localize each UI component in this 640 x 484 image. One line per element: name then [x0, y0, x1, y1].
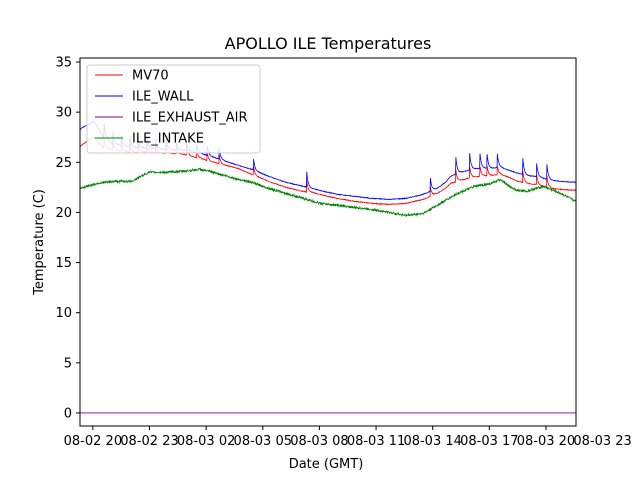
- x-tick-label: 08-03 14: [403, 434, 461, 449]
- legend-label-ile-intake: ILE_INTAKE: [132, 132, 204, 147]
- x-tick-label: 08-03 17: [460, 434, 518, 449]
- x-tick-label: 08-03 05: [234, 434, 292, 449]
- legend-label-mv70: MV70: [132, 69, 169, 84]
- x-tick-label: 08-03 20: [517, 434, 575, 449]
- x-tick-label: 08-03 23: [573, 434, 631, 449]
- y-tick-label: 5: [64, 356, 72, 371]
- y-tick-label: 10: [55, 306, 72, 321]
- legend: MV70 ILE_WALL ILE_EXHAUST_AIR ILE_INTAKE: [86, 64, 261, 154]
- y-axis-label: Temperature (C): [32, 189, 47, 296]
- legend-label-ile-exhaust-air: ILE_EXHAUST_AIR: [132, 111, 248, 126]
- series-line-ile-intake: [80, 167, 576, 217]
- x-tick-label: 08-02 20: [64, 434, 122, 449]
- legend-box: [86, 64, 261, 154]
- x-tick-label: 08-03 11: [347, 434, 405, 449]
- x-tick-label: 08-03 08: [290, 434, 348, 449]
- y-tick-label: 15: [55, 256, 72, 271]
- y-tick-label: 20: [55, 206, 72, 221]
- legend-label-ile-wall: ILE_WALL: [132, 90, 194, 105]
- y-tick-label: 35: [55, 56, 72, 71]
- x-tick-label: 08-03 02: [177, 434, 235, 449]
- y-tick-label: 0: [64, 406, 72, 421]
- y-tick-label: 30: [55, 106, 72, 121]
- x-tick-label: 08-02 23: [120, 434, 178, 449]
- y-axis-ticks: 0 5 10 15 20 25 30 35: [55, 56, 80, 421]
- x-axis-label: Date (GMT): [289, 457, 364, 472]
- chart-title: APOLLO ILE Temperatures: [225, 34, 432, 53]
- y-tick-label: 25: [55, 156, 72, 171]
- plot-frame: [79, 57, 577, 427]
